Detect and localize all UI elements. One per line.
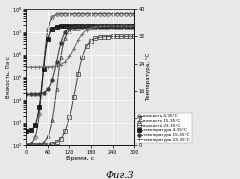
Y-axis label: Температура, °C: Температура, °C <box>146 53 151 101</box>
X-axis label: Время, с: Время, с <box>66 156 94 161</box>
Legend: вязкость 4-35°C, вязкость 15-35°C, вязкость 23-35°C, температура 4-35°C, темпера: вязкость 4-35°C, вязкость 15-35°C, вязко… <box>135 113 192 143</box>
Y-axis label: Вязкость, Па·с: Вязкость, Па·с <box>6 56 11 98</box>
Text: Фиг.3: Фиг.3 <box>106 171 134 179</box>
